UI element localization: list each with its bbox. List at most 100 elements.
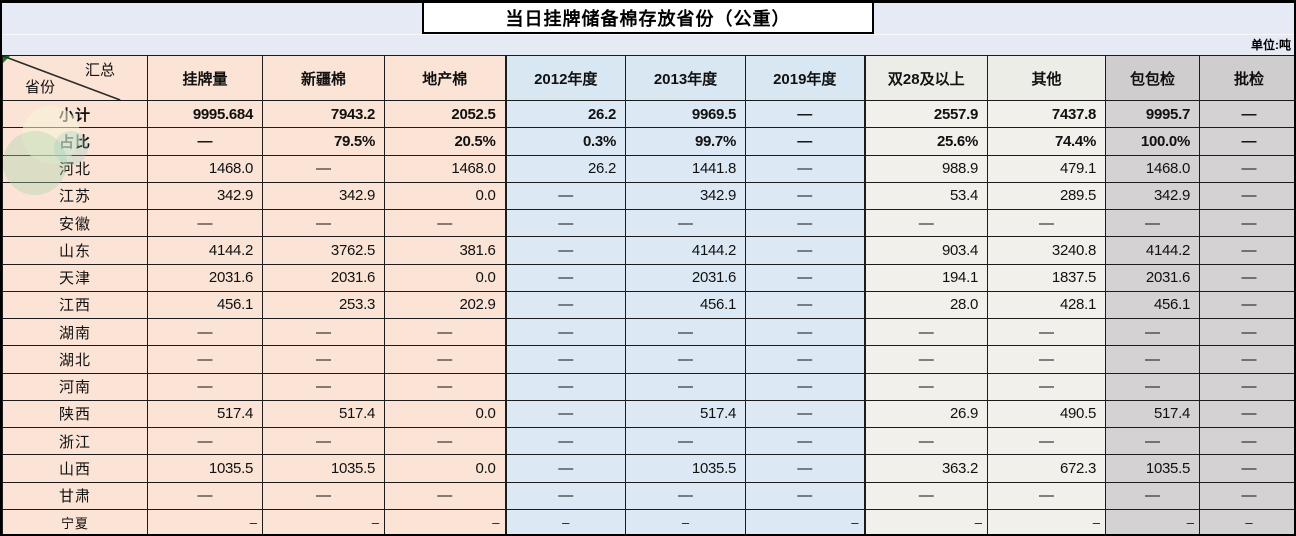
table-cell[interactable]: — bbox=[625, 208, 746, 238]
table-cell[interactable]: 194.1 bbox=[863, 263, 988, 292]
table-cell[interactable]: 2031.6 bbox=[1105, 263, 1200, 292]
table-cell[interactable]: — bbox=[863, 317, 988, 347]
table-cell[interactable]: 517.4 bbox=[262, 399, 385, 429]
table-cell[interactable]: — bbox=[1199, 127, 1294, 156]
table-cell[interactable]: — bbox=[504, 317, 626, 347]
table-cell[interactable]: 9969.5 bbox=[625, 99, 746, 129]
table-cell[interactable]: — bbox=[745, 481, 865, 510]
table-cell[interactable]: — bbox=[625, 426, 746, 456]
table-cell[interactable]: — bbox=[504, 208, 626, 238]
table-cell[interactable]: 253.3 bbox=[262, 290, 385, 320]
table-cell[interactable]: — bbox=[625, 481, 746, 510]
row-header[interactable]: 天津 bbox=[2, 263, 148, 292]
table-cell[interactable]: 428.1 bbox=[987, 290, 1106, 320]
table-cell[interactable]: — bbox=[745, 345, 865, 374]
table-cell[interactable]: — bbox=[504, 181, 626, 211]
table-cell[interactable]: — bbox=[504, 236, 626, 265]
table-cell[interactable]: 342.9 bbox=[147, 181, 263, 211]
table-cell[interactable]: — bbox=[504, 290, 626, 320]
table-cell[interactable]: 1441.8 bbox=[625, 154, 746, 183]
table-cell[interactable]: — bbox=[1105, 317, 1200, 347]
table-cell[interactable]: — bbox=[384, 426, 506, 456]
table-cell[interactable]: 456.1 bbox=[1105, 290, 1200, 320]
table-cell[interactable]: — bbox=[745, 454, 865, 483]
table-cell[interactable]: 342.9 bbox=[1105, 181, 1200, 211]
table-cell[interactable]: 490.5 bbox=[987, 399, 1106, 429]
table-cell[interactable]: 7943.2 bbox=[262, 99, 385, 129]
table-cell[interactable]: — bbox=[1199, 208, 1294, 238]
table-cell[interactable]: 342.9 bbox=[625, 181, 746, 211]
table-cell[interactable]: — bbox=[863, 208, 988, 238]
table-cell[interactable]: 1035.5 bbox=[262, 454, 385, 483]
table-cell[interactable]: — bbox=[384, 317, 506, 347]
table-cell[interactable]: – bbox=[625, 508, 746, 534]
table-cell[interactable]: — bbox=[1199, 99, 1294, 129]
table-cell[interactable]: — bbox=[863, 372, 988, 401]
table-cell[interactable]: 100.0% bbox=[1105, 127, 1200, 156]
table-cell[interactable]: 456.1 bbox=[147, 290, 263, 320]
table-cell[interactable]: — bbox=[1199, 154, 1294, 183]
table-cell[interactable]: 202.9 bbox=[384, 290, 506, 320]
table-cell[interactable]: – bbox=[384, 508, 506, 534]
table-cell[interactable]: 74.4% bbox=[987, 127, 1106, 156]
table-cell[interactable]: — bbox=[384, 372, 506, 401]
table-cell[interactable]: 1035.5 bbox=[1105, 454, 1200, 483]
table-cell[interactable]: — bbox=[504, 481, 626, 510]
table-cell[interactable]: 1035.5 bbox=[147, 454, 263, 483]
table-cell[interactable]: — bbox=[262, 208, 385, 238]
table-cell[interactable]: — bbox=[745, 154, 865, 183]
column-header-5[interactable]: 2013年度 bbox=[625, 55, 746, 101]
table-cell[interactable]: 26.9 bbox=[863, 399, 988, 429]
table-cell[interactable]: 2052.5 bbox=[384, 99, 506, 129]
table-cell[interactable]: – bbox=[745, 508, 865, 534]
table-cell[interactable]: 53.4 bbox=[863, 181, 988, 211]
table-cell[interactable]: 456.1 bbox=[625, 290, 746, 320]
table-cell[interactable]: — bbox=[863, 426, 988, 456]
table-cell[interactable]: 2031.6 bbox=[262, 263, 385, 292]
table-cell[interactable]: — bbox=[504, 345, 626, 374]
table-cell[interactable]: — bbox=[745, 290, 865, 320]
table-cell[interactable]: — bbox=[1105, 208, 1200, 238]
table-cell[interactable]: — bbox=[1199, 317, 1294, 347]
table-cell[interactable]: 479.1 bbox=[987, 154, 1106, 183]
table-cell[interactable]: — bbox=[863, 345, 988, 374]
table-cell[interactable]: — bbox=[504, 372, 626, 401]
table-cell[interactable]: — bbox=[987, 208, 1106, 238]
table-cell[interactable]: 9995.684 bbox=[147, 99, 263, 129]
table-cell[interactable]: 4144.2 bbox=[625, 236, 746, 265]
table-cell[interactable]: — bbox=[147, 127, 263, 156]
table-cell[interactable]: 0.0 bbox=[384, 454, 506, 483]
row-header[interactable]: 陕西 bbox=[2, 399, 148, 429]
table-cell[interactable]: 342.9 bbox=[262, 181, 385, 211]
row-header[interactable]: 甘肃 bbox=[2, 481, 148, 510]
row-header[interactable]: 山西 bbox=[2, 454, 148, 483]
table-cell[interactable]: 2031.6 bbox=[625, 263, 746, 292]
table-cell[interactable]: — bbox=[262, 426, 385, 456]
table-cell[interactable]: — bbox=[1199, 426, 1294, 456]
table-cell[interactable]: — bbox=[384, 481, 506, 510]
table-cell[interactable]: 289.5 bbox=[987, 181, 1106, 211]
table-cell[interactable]: 4144.2 bbox=[147, 236, 263, 265]
row-header[interactable]: 江西 bbox=[2, 290, 148, 320]
table-cell[interactable]: — bbox=[384, 345, 506, 374]
table-cell[interactable]: — bbox=[147, 372, 263, 401]
table-cell[interactable]: 2031.6 bbox=[147, 263, 263, 292]
table-cell[interactable]: 988.9 bbox=[863, 154, 988, 183]
table-cell[interactable]: — bbox=[147, 426, 263, 456]
table-cell[interactable]: — bbox=[745, 181, 865, 211]
table-cell[interactable]: — bbox=[745, 399, 865, 429]
table-cell[interactable]: — bbox=[745, 263, 865, 292]
table-cell[interactable]: — bbox=[625, 372, 746, 401]
row-header[interactable]: 宁夏 bbox=[2, 508, 148, 534]
table-cell[interactable]: 1837.5 bbox=[987, 263, 1106, 292]
table-cell[interactable]: — bbox=[1199, 481, 1294, 510]
table-cell[interactable]: 0.0 bbox=[384, 181, 506, 211]
table-cell[interactable]: — bbox=[262, 345, 385, 374]
row-header[interactable]: 浙江 bbox=[2, 426, 148, 456]
table-cell[interactable]: — bbox=[745, 372, 865, 401]
table-cell[interactable]: — bbox=[262, 372, 385, 401]
column-header-2[interactable]: 新疆棉 bbox=[262, 55, 385, 101]
table-cell[interactable]: 3240.8 bbox=[987, 236, 1106, 265]
table-cell[interactable]: — bbox=[1199, 290, 1294, 320]
table-cell[interactable]: 1468.0 bbox=[384, 154, 506, 183]
